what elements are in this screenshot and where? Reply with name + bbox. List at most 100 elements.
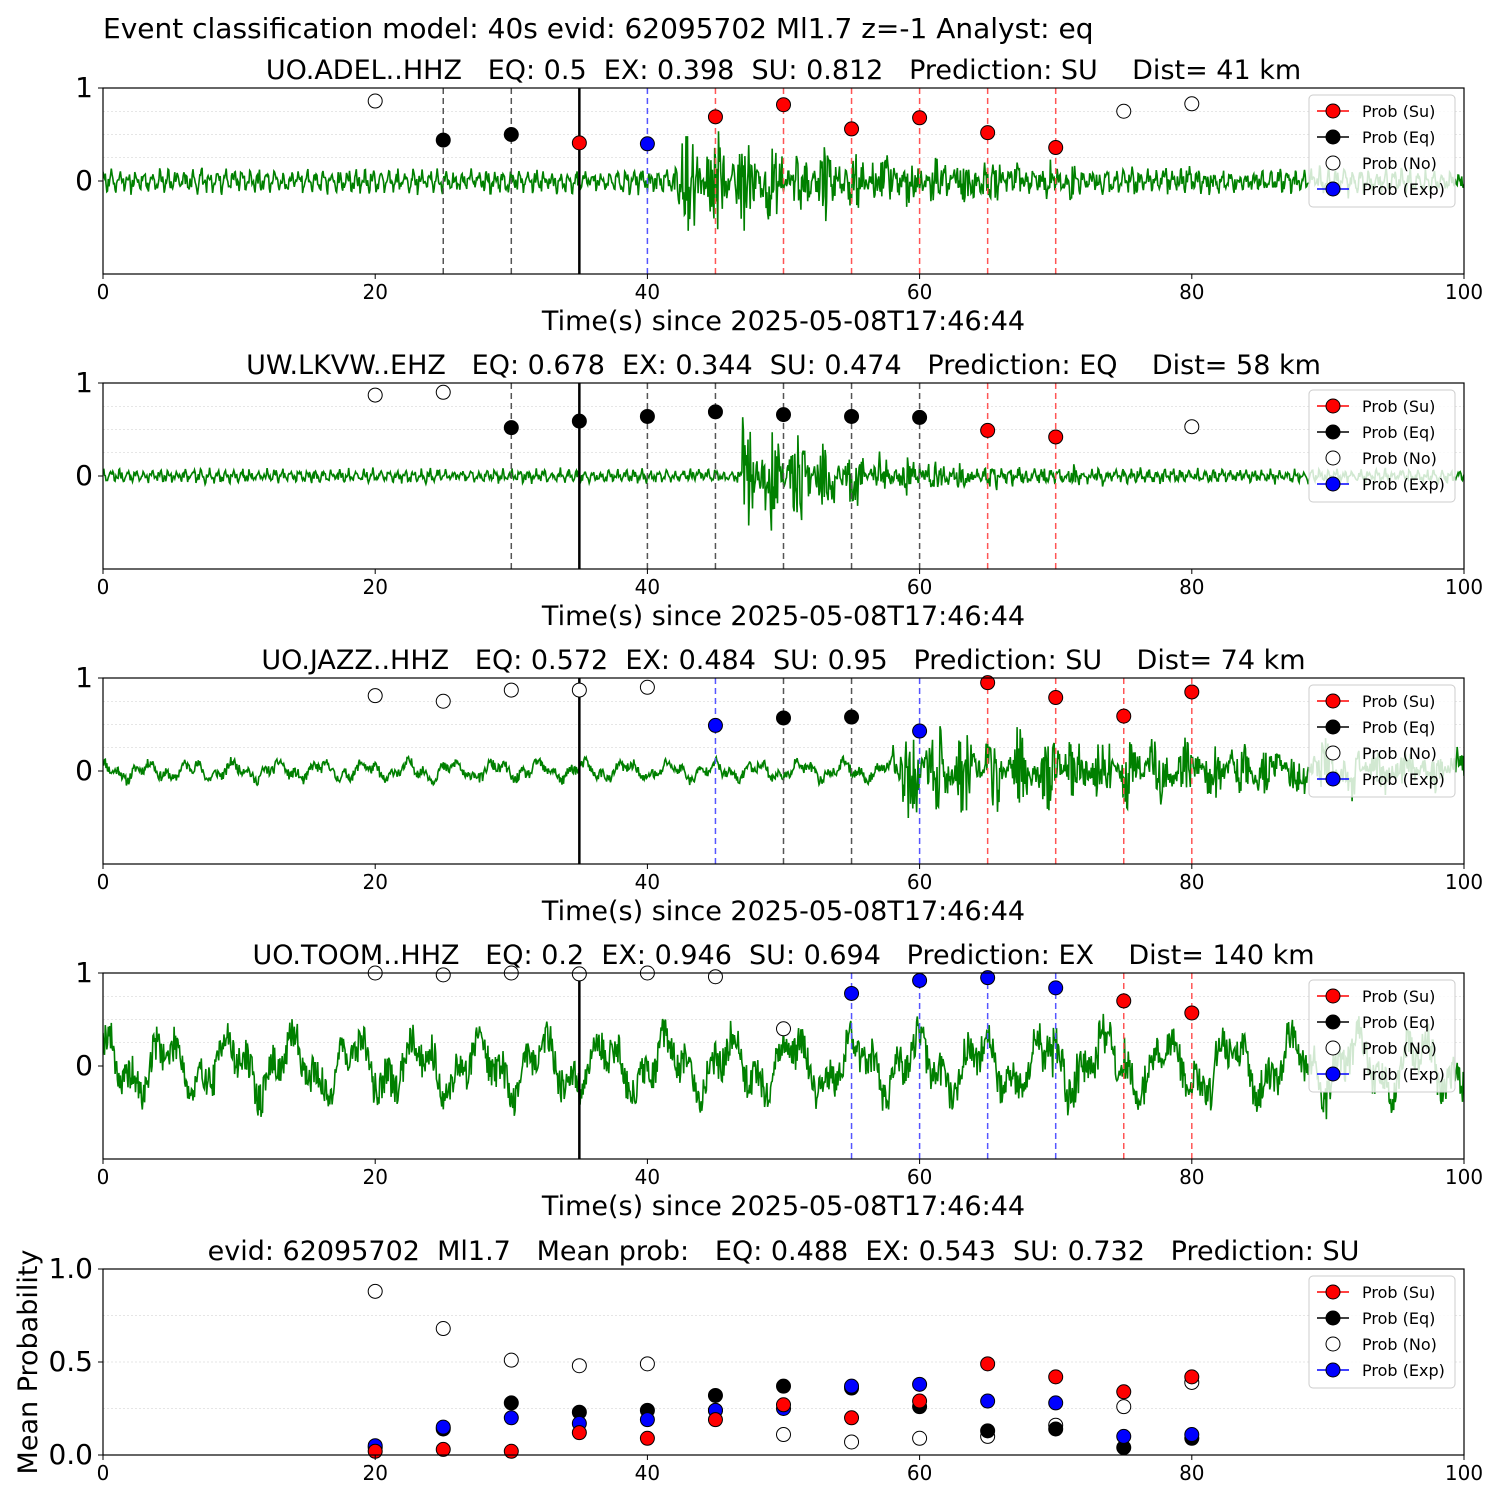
point-su — [435, 1441, 451, 1457]
legend-marker-exp — [1325, 1362, 1341, 1378]
point-no — [776, 1021, 791, 1037]
point-no — [776, 1427, 791, 1443]
x-tick-label: 60 — [907, 1461, 932, 1485]
x-tick-label: 100 — [1445, 870, 1483, 894]
point-eq — [707, 404, 723, 420]
legend-marker-no — [1325, 745, 1341, 761]
point-eq — [776, 407, 791, 423]
x-tick-label: 20 — [362, 1165, 387, 1189]
point-no — [1116, 1399, 1132, 1415]
point-no — [503, 1352, 519, 1368]
legend-marker-eq — [1325, 1014, 1341, 1030]
point-no — [912, 1430, 928, 1446]
legend-label: Prob (No) — [1362, 1335, 1437, 1354]
point-exp — [1048, 980, 1064, 996]
point-no — [571, 1358, 587, 1374]
x-tick-label: 80 — [1179, 870, 1204, 894]
point-exp — [844, 985, 860, 1001]
point-exp — [503, 1410, 519, 1426]
legend-label: Prob (Su) — [1362, 987, 1435, 1006]
point-eq — [503, 127, 519, 142]
legend-box — [1308, 94, 1456, 208]
legend-label: Prob (Exp) — [1362, 1361, 1445, 1380]
panel-title: UO.JAZZ..HHZ EQ: 0.572 EX: 0.484 SU: 0.9… — [261, 645, 1305, 676]
x-tick-label: 100 — [1445, 1461, 1483, 1485]
point-exp — [912, 723, 928, 739]
panel-title: evid: 62095702 Ml1.7 Mean prob: EQ: 0.48… — [208, 1236, 1360, 1267]
legend-marker-su — [1325, 693, 1341, 709]
legend: Prob (Su) Prob (Eq) Prob (No) Prob (Exp) — [1308, 1275, 1456, 1389]
y-tick-label: 0 — [75, 164, 93, 197]
x-tick-label: 60 — [907, 1165, 932, 1189]
point-su — [503, 1443, 519, 1459]
y-tick-label: 0.5 — [48, 1345, 93, 1378]
legend-label: Prob (Exp) — [1362, 770, 1445, 789]
legend-marker-no — [1325, 155, 1341, 171]
x-axis-label: Time(s) since 2025-05-08T17:46:44 — [541, 1191, 1025, 1222]
legend-marker-eq — [1325, 1310, 1341, 1326]
point-su — [844, 121, 860, 137]
point-eq — [571, 413, 587, 429]
x-tick-label: 100 — [1445, 575, 1483, 599]
legend-label: Prob (No) — [1362, 154, 1437, 173]
x-tick-label: 60 — [907, 870, 932, 894]
point-su — [912, 1393, 928, 1409]
point-exp — [1116, 1428, 1132, 1444]
y-tick-label: 1.0 — [48, 1252, 93, 1285]
panel-1: 0 20 40 60 80 100 0 1 UO.ADEL..HHZ EQ: 0.5 EX: 0… — [75, 55, 1483, 337]
point-su — [1048, 1369, 1064, 1385]
point-eq — [1048, 1421, 1064, 1437]
x-tick-label: 20 — [362, 280, 387, 304]
legend-label: Prob (No) — [1362, 449, 1437, 468]
point-su — [980, 422, 996, 438]
x-tick-label: 0 — [97, 280, 110, 304]
legend-marker-exp — [1325, 181, 1341, 197]
x-tick-label: 40 — [635, 575, 660, 599]
legend-marker-exp — [1325, 476, 1341, 492]
y-tick-label: 0 — [75, 754, 93, 787]
point-exp — [639, 136, 655, 152]
panel-5: 0 20 40 60 80 100 0.0 0.5 1.0 evid: 62095702 Ml1.… — [13, 1236, 1483, 1485]
point-su — [571, 1425, 587, 1441]
y-tick-label: 0.0 — [48, 1438, 93, 1471]
point-eq — [844, 709, 860, 725]
legend: Prob (Su) Prob (Eq) Prob (No) Prob (Exp) — [1308, 94, 1456, 208]
x-tick-label: 80 — [1179, 1165, 1204, 1189]
point-su — [1184, 1005, 1200, 1021]
x-tick-label: 100 — [1445, 280, 1483, 304]
x-tick-label: 80 — [1179, 280, 1204, 304]
legend-label: Prob (Su) — [1362, 1283, 1435, 1302]
figure-title: Event classification model: 40s evid: 62… — [103, 12, 1094, 45]
point-exp — [639, 1412, 655, 1428]
legend-marker-exp — [1325, 1066, 1341, 1082]
point-exp — [435, 1419, 451, 1435]
x-axis-label: Time(s) since 2025-05-08T17:46:44 — [541, 601, 1025, 632]
point-eq — [912, 409, 928, 425]
legend-box — [1308, 684, 1456, 798]
x-tick-label: 40 — [635, 1461, 660, 1485]
x-tick-label: 40 — [635, 1165, 660, 1189]
point-no — [367, 93, 383, 109]
panel-title: UO.ADEL..HHZ EQ: 0.5 EX: 0.398 SU: 0.812… — [266, 55, 1301, 86]
legend-label: Prob (Eq) — [1362, 1013, 1435, 1032]
legend-marker-exp — [1325, 771, 1341, 787]
legend-label: Prob (No) — [1362, 1039, 1437, 1058]
point-no — [367, 688, 383, 704]
point-su — [571, 135, 587, 151]
legend: Prob (Su) Prob (Eq) Prob (No) Prob (Exp) — [1308, 979, 1456, 1093]
legend-label: Prob (Exp) — [1362, 475, 1445, 494]
point-eq — [776, 710, 791, 726]
y-tick-label: 1 — [75, 71, 93, 104]
point-no — [571, 682, 587, 698]
legend-label: Prob (Exp) — [1362, 180, 1445, 199]
x-tick-label: 0 — [97, 1461, 110, 1485]
legend-marker-su — [1325, 103, 1341, 119]
legend-marker-eq — [1325, 424, 1341, 440]
point-su — [980, 125, 996, 141]
point-su — [980, 675, 996, 691]
point-su — [1116, 1384, 1132, 1400]
point-su — [1048, 690, 1064, 706]
point-eq — [844, 408, 860, 424]
point-no — [367, 1283, 383, 1299]
